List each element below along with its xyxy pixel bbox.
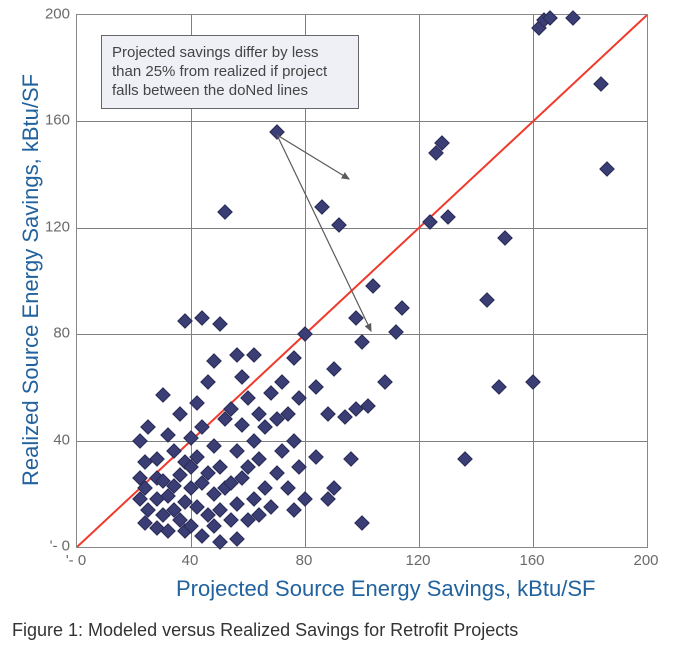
plot-area: Projected savings differ by less than 25… (76, 14, 648, 548)
x-tick: 80 (296, 552, 313, 569)
x-tick: '- 0 (66, 552, 86, 569)
x-tick: 120 (405, 552, 430, 569)
y-axis-label: Realized Source Energy Savings, kBtu/SF (18, 74, 44, 486)
figure-caption: Figure 1: Modeled versus Realized Saving… (12, 620, 518, 641)
chart-container: Projected savings differ by less than 25… (0, 0, 700, 661)
annotation-text: Projected savings differ by less than 25… (112, 44, 327, 99)
x-tick: 40 (182, 552, 199, 569)
annotation-box: Projected savings differ by less than 25… (101, 35, 359, 109)
x-tick: 200 (633, 552, 658, 569)
y-tick: 200 (20, 6, 70, 23)
y-tick: '- 0 (20, 538, 70, 555)
x-tick: 160 (519, 552, 544, 569)
x-axis-label: Projected Source Energy Savings, kBtu/SF (176, 576, 595, 602)
